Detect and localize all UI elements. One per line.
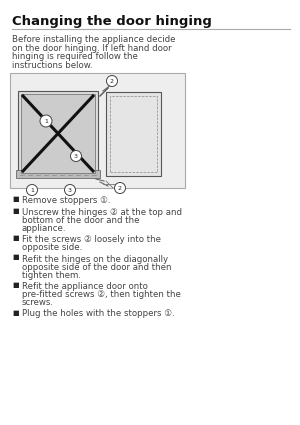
Text: 2: 2 bbox=[118, 185, 122, 190]
Text: Changing the door hinging: Changing the door hinging bbox=[12, 15, 212, 28]
Text: ■: ■ bbox=[12, 282, 19, 288]
Text: Before installing the appliance decide: Before installing the appliance decide bbox=[12, 35, 175, 44]
Text: Fit the screws ② loosely into the: Fit the screws ② loosely into the bbox=[22, 235, 161, 244]
Text: Remove stoppers ①.: Remove stoppers ①. bbox=[22, 196, 110, 205]
Circle shape bbox=[64, 184, 76, 196]
Polygon shape bbox=[106, 92, 161, 176]
Text: on the door hinging. If left hand door: on the door hinging. If left hand door bbox=[12, 43, 172, 53]
Text: Refit the appliance door onto: Refit the appliance door onto bbox=[22, 282, 148, 291]
Text: appliance.: appliance. bbox=[22, 224, 67, 232]
FancyBboxPatch shape bbox=[10, 73, 185, 188]
Polygon shape bbox=[21, 94, 95, 173]
Polygon shape bbox=[16, 170, 100, 178]
Text: Refit the hinges on the diagonally: Refit the hinges on the diagonally bbox=[22, 255, 168, 264]
Text: screws.: screws. bbox=[22, 298, 54, 307]
Text: ■: ■ bbox=[12, 309, 19, 315]
Text: 3: 3 bbox=[74, 153, 78, 159]
Circle shape bbox=[70, 150, 82, 162]
Text: 1: 1 bbox=[30, 187, 34, 193]
Text: pre-fitted screws ②, then tighten the: pre-fitted screws ②, then tighten the bbox=[22, 290, 181, 299]
Text: tighten them.: tighten them. bbox=[22, 270, 81, 280]
Polygon shape bbox=[18, 91, 98, 176]
Text: 3: 3 bbox=[68, 187, 72, 193]
Text: instructions below.: instructions below. bbox=[12, 60, 93, 70]
Circle shape bbox=[115, 182, 125, 193]
Text: Plug the holes with the stoppers ①.: Plug the holes with the stoppers ①. bbox=[22, 309, 175, 318]
Text: ■: ■ bbox=[12, 207, 19, 213]
Circle shape bbox=[26, 184, 38, 196]
Text: 1: 1 bbox=[44, 119, 48, 124]
Text: 2: 2 bbox=[110, 79, 114, 83]
Text: opposite side of the door and then: opposite side of the door and then bbox=[22, 263, 172, 272]
Text: hinging is required follow the: hinging is required follow the bbox=[12, 52, 138, 61]
Circle shape bbox=[106, 76, 118, 87]
Text: Unscrew the hinges ② at the top and: Unscrew the hinges ② at the top and bbox=[22, 207, 182, 216]
Text: bottom of the door and the: bottom of the door and the bbox=[22, 215, 140, 224]
Text: ■: ■ bbox=[12, 235, 19, 241]
Circle shape bbox=[40, 115, 52, 127]
Text: ■: ■ bbox=[12, 196, 19, 202]
Text: ■: ■ bbox=[12, 255, 19, 261]
Text: opposite side.: opposite side. bbox=[22, 243, 82, 252]
